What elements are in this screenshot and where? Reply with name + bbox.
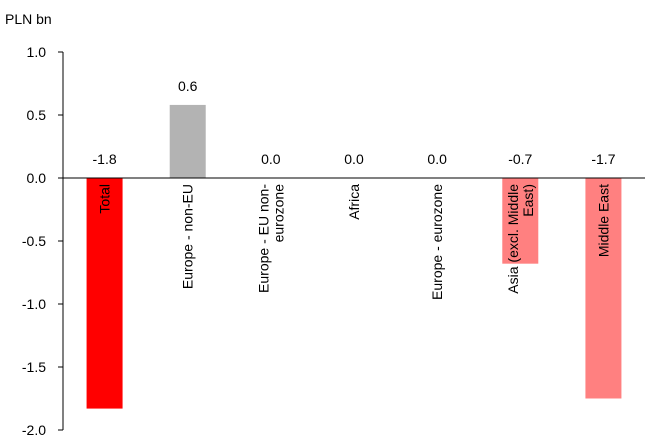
y-tick-label: -1.5 [22,359,46,375]
labels: 1.0 0.5 0.0 -0.5 -1.0 -1.5 -2.0 -1.8 0.6 0.0 0.0 0.… [22,44,616,436]
data-label: -0.7 [508,151,532,167]
category-label: Africa [346,184,362,220]
bar [86,178,123,409]
category-label: Europe - non-EU [180,184,196,289]
y-tick-label: -0.5 [22,233,46,249]
category-label: Total [97,184,113,214]
y-tick-label: -1.0 [22,296,46,312]
y-tick-label: 0.5 [27,107,47,123]
y-unit-label: PLN bn [5,11,52,27]
data-label: 0.6 [178,78,198,94]
data-label: 0.0 [427,151,447,167]
data-label: 0.0 [261,151,281,167]
category-label: Asia (excl. MiddleEast) [505,184,536,294]
data-label: -1.8 [93,151,117,167]
category-label: Middle East [595,184,611,257]
bars [86,104,622,409]
bar [585,178,622,399]
y-tick-label: -2.0 [22,422,46,436]
data-label: -1.7 [591,151,615,167]
data-label: 0.0 [344,151,364,167]
axes [58,51,645,431]
category-label: Europe - eurozone [429,184,445,300]
bar [502,178,539,264]
bar [169,104,206,178]
y-tick-label: 1.0 [27,44,47,60]
category-label: Europe - EU non-eurozone [255,184,286,293]
y-tick-label: 0.0 [27,170,47,186]
